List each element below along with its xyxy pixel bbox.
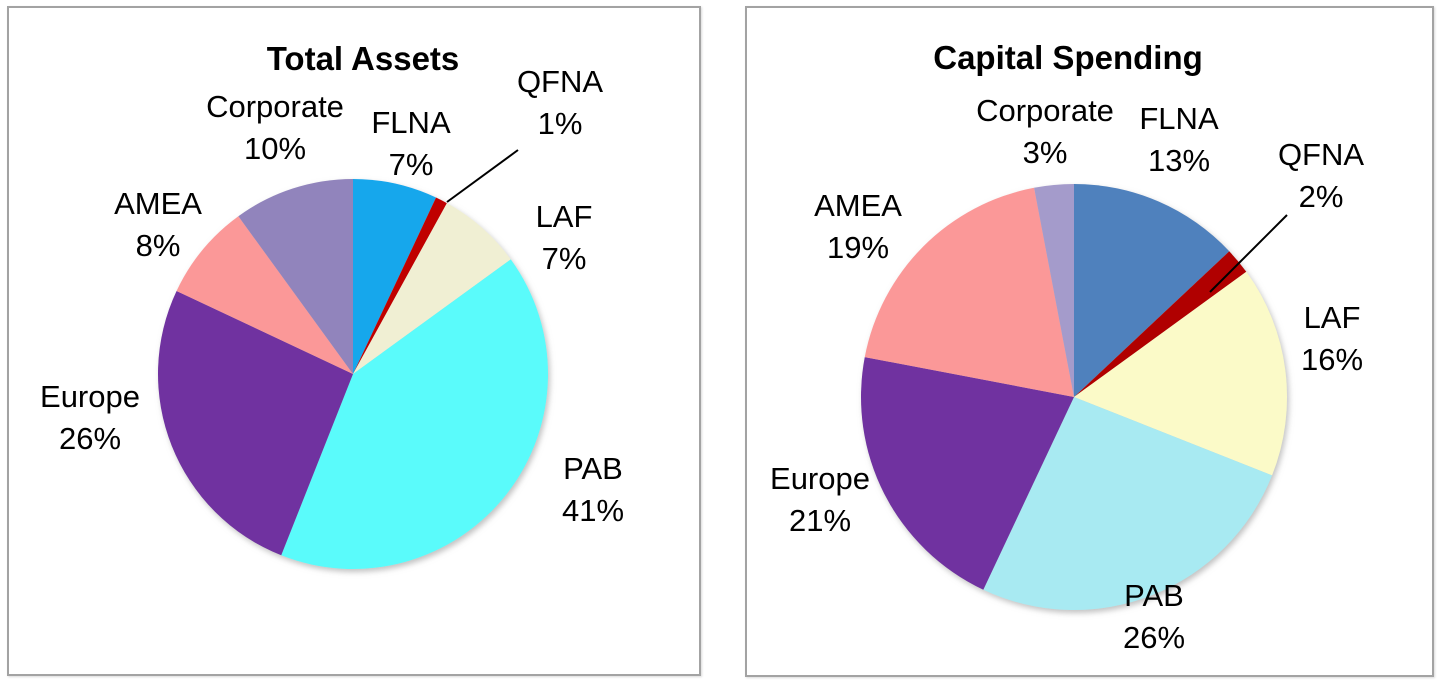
slice-label-pab: PAB 26% [1122, 578, 1186, 655]
pie-slice-amea [864, 187, 1074, 397]
pie-slice-amea [176, 216, 353, 374]
capital-spending-chart-panel: Capital Spending FLNA 13% QFNA 2% LAF 16% P… [745, 6, 1434, 677]
pie-slice-qfna [353, 197, 447, 374]
slice-label-amea: AMEA 8% [114, 186, 202, 263]
slice-label-flna: FLNA 7% [371, 105, 451, 182]
pie-slice-flna [353, 179, 437, 374]
pie-slice-pab [983, 397, 1273, 611]
slice-label-laf: LAF 16% [1300, 300, 1364, 377]
slice-label-corporate: Corporate 10% [206, 89, 344, 166]
total-assets-chart-panel: Total Assets FLNA 7% QFNA 1% LAF 7% PAB 41%… [7, 6, 701, 676]
chart-title-capital-spending: Capital Spending [933, 39, 1203, 76]
leader-line-qfna [446, 149, 519, 203]
pie-slices-group [860, 184, 1287, 611]
chart-title-total-assets: Total Assets [266, 40, 460, 77]
total-assets-pie-chart [157, 149, 549, 570]
slice-label-pab: PAB 41% [561, 451, 625, 528]
pie-slice-laf [1074, 271, 1287, 476]
pie-slices-group [157, 179, 549, 570]
leader-line-qfna [1209, 214, 1288, 293]
slice-label-europe: Europe 21% [770, 461, 870, 538]
pie-slice-europe [860, 357, 1074, 590]
slice-label-qfna: QFNA 1% [516, 64, 604, 141]
slice-label-flna: FLNA 13% [1139, 101, 1219, 178]
pie-slice-europe [157, 290, 353, 556]
pie-slice-corporate [1034, 184, 1074, 397]
pie-slice-pab [281, 259, 549, 570]
capital-spending-pie-chart [860, 184, 1288, 611]
pie-slice-qfna [1074, 251, 1247, 397]
pie-slice-flna [1074, 184, 1230, 397]
slice-label-corporate: Corporate 3% [976, 93, 1114, 170]
pie-slice-laf [353, 203, 511, 374]
slice-label-qfna: QFNA 2% [1277, 137, 1365, 214]
slice-label-laf: LAF 7% [535, 199, 593, 276]
slice-label-europe: Europe 26% [40, 379, 140, 456]
slice-label-amea: AMEA 19% [814, 188, 902, 265]
pie-slice-corporate [238, 179, 353, 374]
